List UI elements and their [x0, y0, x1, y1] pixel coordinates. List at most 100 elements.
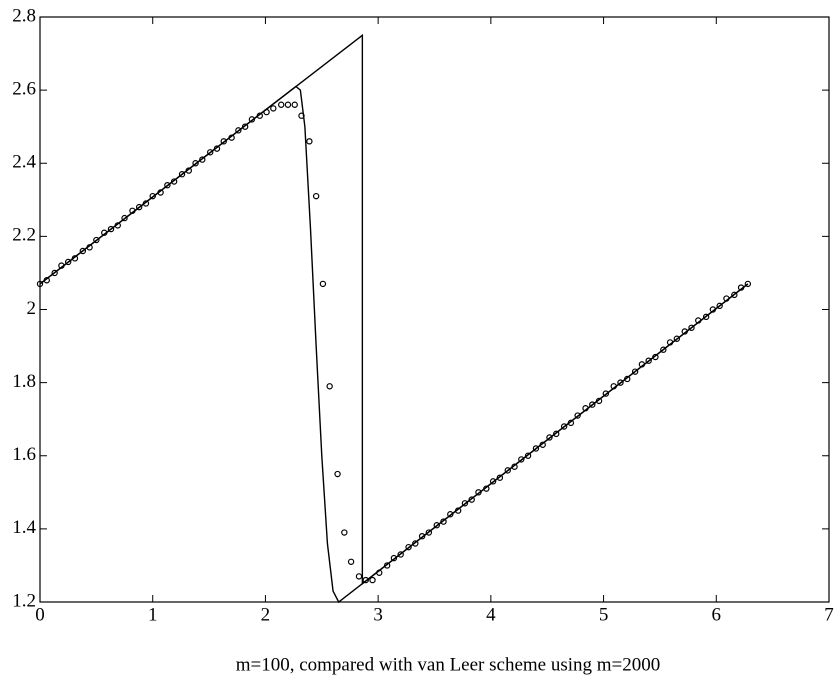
- data-point: [412, 540, 419, 547]
- data-point: [539, 441, 546, 448]
- data-point: [475, 489, 482, 496]
- data-point: [326, 383, 333, 390]
- data-point: [369, 576, 376, 584]
- data-point: [341, 529, 348, 536]
- data-point: [454, 507, 462, 514]
- data-point: [610, 383, 617, 390]
- data-point: [390, 554, 398, 562]
- x-tick-label: 5: [599, 604, 609, 625]
- data-point: [64, 258, 72, 266]
- data-point: [440, 518, 447, 525]
- x-tick-label: 3: [373, 604, 383, 625]
- x-tick-label: 6: [712, 604, 722, 625]
- data-point: [405, 543, 412, 551]
- data-point: [185, 167, 192, 174]
- x-tick-label: 4: [486, 604, 496, 625]
- data-point: [723, 295, 730, 302]
- data-point: [744, 280, 752, 288]
- data-point: [532, 445, 540, 452]
- data-point: [673, 335, 681, 342]
- data-point: [235, 127, 242, 134]
- data-point: [524, 452, 532, 459]
- y-tick-label: 2.8: [12, 5, 36, 26]
- y-tick-label: 1.6: [12, 444, 36, 465]
- data-point: [192, 160, 199, 167]
- x-axis-label: m=100, compared with van Leer scheme usi…: [236, 654, 661, 675]
- data-point: [319, 280, 327, 288]
- data-point: [142, 200, 150, 207]
- data-point: [36, 280, 44, 288]
- data-point: [355, 573, 363, 580]
- data-point: [306, 138, 313, 145]
- data-point: [681, 328, 688, 335]
- data-point: [560, 423, 568, 430]
- data-point: [567, 419, 575, 427]
- data-point: [199, 156, 206, 163]
- data-point: [206, 149, 214, 156]
- series-line: [39, 33, 749, 586]
- x-tick-label: 2: [261, 604, 271, 625]
- data-point: [518, 456, 525, 463]
- data-point: [483, 485, 490, 492]
- data-point: [347, 558, 355, 565]
- y-tick-label: 1.2: [12, 590, 36, 611]
- data-point: [114, 222, 121, 229]
- data-point: [496, 474, 504, 481]
- data-point: [666, 339, 674, 346]
- data-point: [220, 138, 227, 145]
- data-point: [709, 306, 717, 313]
- x-tick-label: 1: [148, 604, 158, 625]
- data-point: [79, 247, 87, 255]
- data-point: [602, 390, 610, 397]
- data-point: [107, 225, 115, 233]
- x-tick-label: 7: [824, 604, 834, 625]
- data-point: [447, 511, 454, 518]
- x-tick-label: 0: [35, 604, 45, 625]
- data-point: [228, 134, 235, 141]
- data-point: [263, 108, 270, 116]
- y-tick-label: 2: [27, 298, 37, 319]
- data-point: [376, 569, 383, 576]
- data-point: [397, 551, 404, 558]
- data-point: [468, 496, 475, 503]
- data-point: [51, 269, 58, 277]
- data-point: [334, 470, 341, 478]
- data-point: [660, 346, 667, 353]
- data-point: [504, 467, 511, 474]
- data-point: [241, 123, 249, 130]
- data-point: [270, 105, 277, 112]
- data-point: [489, 478, 497, 485]
- data-point: [716, 302, 723, 310]
- data-point: [624, 375, 631, 383]
- data-point: [362, 576, 369, 584]
- data-point: [121, 214, 128, 222]
- y-tick-label: 1.4: [12, 517, 36, 538]
- data-point: [157, 189, 164, 196]
- data-point: [135, 203, 143, 211]
- data-point: [291, 101, 298, 108]
- data-point: [595, 397, 603, 405]
- data-point: [71, 255, 79, 262]
- data-point: [298, 112, 305, 119]
- y-tick-label: 2.2: [12, 225, 36, 246]
- data-point: [149, 192, 156, 200]
- data-point: [645, 357, 652, 364]
- data-point: [652, 353, 659, 361]
- data-point: [129, 207, 136, 214]
- y-tick-label: 2.4: [12, 152, 36, 173]
- data-point: [178, 171, 186, 178]
- data-point: [58, 262, 65, 269]
- data-point: [93, 236, 100, 244]
- data-point: [383, 562, 391, 569]
- data-point: [418, 532, 426, 540]
- data-point: [546, 434, 553, 441]
- data-point: [101, 229, 108, 236]
- data-point: [582, 405, 589, 412]
- y-tick-label: 2.6: [12, 78, 36, 99]
- data-point: [170, 178, 178, 185]
- data-point: [284, 101, 292, 108]
- data-point: [256, 112, 263, 119]
- series-line: [39, 85, 749, 604]
